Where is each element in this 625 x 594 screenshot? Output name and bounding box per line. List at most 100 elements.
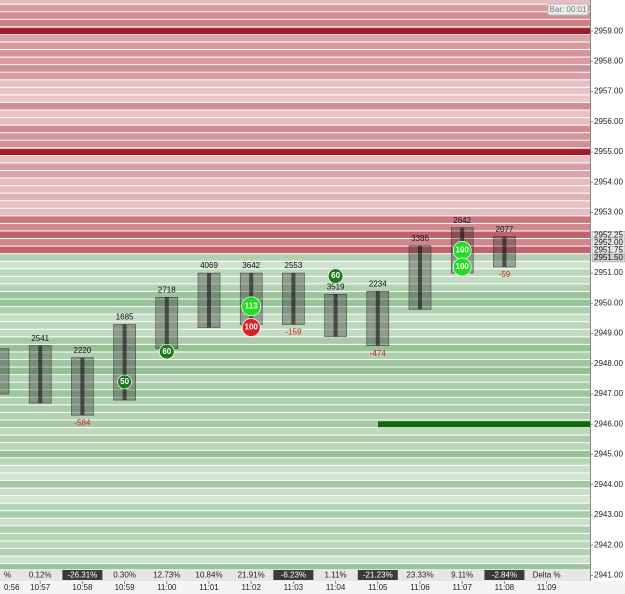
depth-row — [0, 261, 590, 269]
depth-row — [0, 102, 590, 110]
y-tick-label: 2947.00 — [594, 389, 623, 398]
depth-row — [0, 412, 590, 420]
depth-row — [0, 57, 590, 65]
depth-row — [0, 178, 590, 186]
depth-row — [0, 541, 590, 549]
candle-body — [122, 324, 127, 401]
y-tick-label: 2948.00 — [594, 359, 623, 368]
depth-row — [0, 208, 590, 216]
volume-label: 4069 — [200, 261, 218, 270]
y-tick-label: 2945.00 — [594, 450, 623, 459]
y-tick-label: 2957.00 — [594, 87, 623, 96]
delta-percent-label: 9.11% — [451, 571, 473, 580]
delta-percent-label: 21.91% — [238, 571, 265, 580]
depth-row — [0, 201, 590, 208]
depth-row — [0, 186, 590, 193]
x-tick-label: 10:58 — [72, 583, 93, 592]
depth-row — [0, 352, 590, 360]
volume-label: 3642 — [242, 261, 260, 270]
depth-row — [0, 496, 590, 503]
depth-row — [0, 246, 590, 254]
volume-label: 2220 — [74, 346, 92, 355]
price-marker — [591, 253, 625, 263]
x-tick-label: 0:56 — [4, 583, 20, 592]
candle-body — [80, 357, 85, 416]
depth-row — [0, 549, 590, 556]
depth-row — [0, 480, 590, 488]
depth-row — [0, 140, 590, 148]
price-marker-label: 2951.75 — [594, 245, 623, 254]
depth-row — [0, 163, 590, 171]
depth-heatmap — [0, 0, 590, 579]
candle-body — [207, 273, 211, 328]
delta-percent-cell — [273, 570, 314, 580]
depth-row — [0, 465, 590, 473]
depth-row — [0, 231, 590, 239]
y-tick-label: 2941.00 — [594, 571, 623, 580]
bubble — [327, 268, 344, 284]
depth-row — [0, 375, 590, 382]
x-tick-label: 11:00 — [157, 583, 177, 592]
plot: 25412220-58416852718406936427982553-1593… — [0, 216, 516, 427]
depth-row — [0, 95, 590, 102]
x-tick-label: 11:03 — [284, 583, 304, 592]
bubble — [241, 318, 261, 337]
depth-row — [0, 171, 590, 178]
candle-body — [418, 245, 422, 310]
bubble-label: 50 — [120, 377, 129, 386]
candle-body — [375, 291, 380, 346]
delta-percent-cell — [484, 570, 525, 580]
x-tick-label: 11:01 — [199, 583, 219, 592]
depth-row — [0, 329, 590, 337]
depth-row — [0, 428, 590, 435]
badge-box — [547, 3, 589, 16]
delta-percent-label: 23.33% — [406, 571, 433, 580]
depth-row — [0, 80, 590, 87]
depth-row — [0, 533, 590, 541]
candle-body — [164, 297, 169, 349]
price-marker-label: 2952.25 — [594, 230, 623, 239]
candle-body — [333, 294, 338, 337]
depth-row — [0, 405, 590, 412]
y-tick-label: 2954.00 — [594, 177, 623, 186]
delta-label: -584 — [74, 418, 91, 427]
volume-label: 2642 — [453, 216, 471, 225]
y-tick-label: 2950.00 — [594, 298, 623, 307]
delta-percent-label: % — [4, 571, 11, 580]
y-tick-label: 2949.00 — [594, 329, 623, 338]
depth-row — [0, 337, 590, 344]
depth-row — [0, 443, 590, 450]
candle-body — [502, 236, 507, 268]
y-tick-label: 2944.00 — [594, 480, 623, 489]
depth-row — [0, 344, 590, 352]
volume-label: 2718 — [158, 285, 176, 294]
delta-percent-title: Delta % — [533, 571, 561, 580]
bubble-label: 100 — [456, 262, 470, 271]
depth-row — [0, 397, 590, 405]
bubble — [452, 257, 472, 277]
depth-row — [0, 556, 590, 564]
depth-row — [0, 390, 590, 397]
depth-row — [0, 87, 590, 95]
bubble-label: 60 — [331, 271, 340, 280]
candle-body — [38, 345, 43, 404]
bubble-label: 113 — [245, 301, 258, 310]
volume-label: 3519 — [327, 282, 345, 291]
depth-row — [0, 42, 590, 50]
depth-row — [0, 12, 590, 19]
delta-label: -474 — [370, 349, 387, 358]
depth-row — [0, 155, 590, 163]
depth-row — [0, 239, 590, 246]
y-tick-label: 2951.00 — [594, 268, 623, 277]
depth-row — [0, 193, 590, 201]
y-tick-label: 2946.00 — [594, 419, 623, 428]
depth-row — [0, 4, 590, 12]
delta-percent-label: 12.73% — [153, 571, 180, 580]
depth-row — [0, 0, 590, 4]
y-tick-label: 2959.00 — [594, 26, 623, 35]
depth-row — [0, 19, 590, 27]
delta-percent-cell — [357, 570, 398, 580]
depth-row — [0, 458, 590, 465]
